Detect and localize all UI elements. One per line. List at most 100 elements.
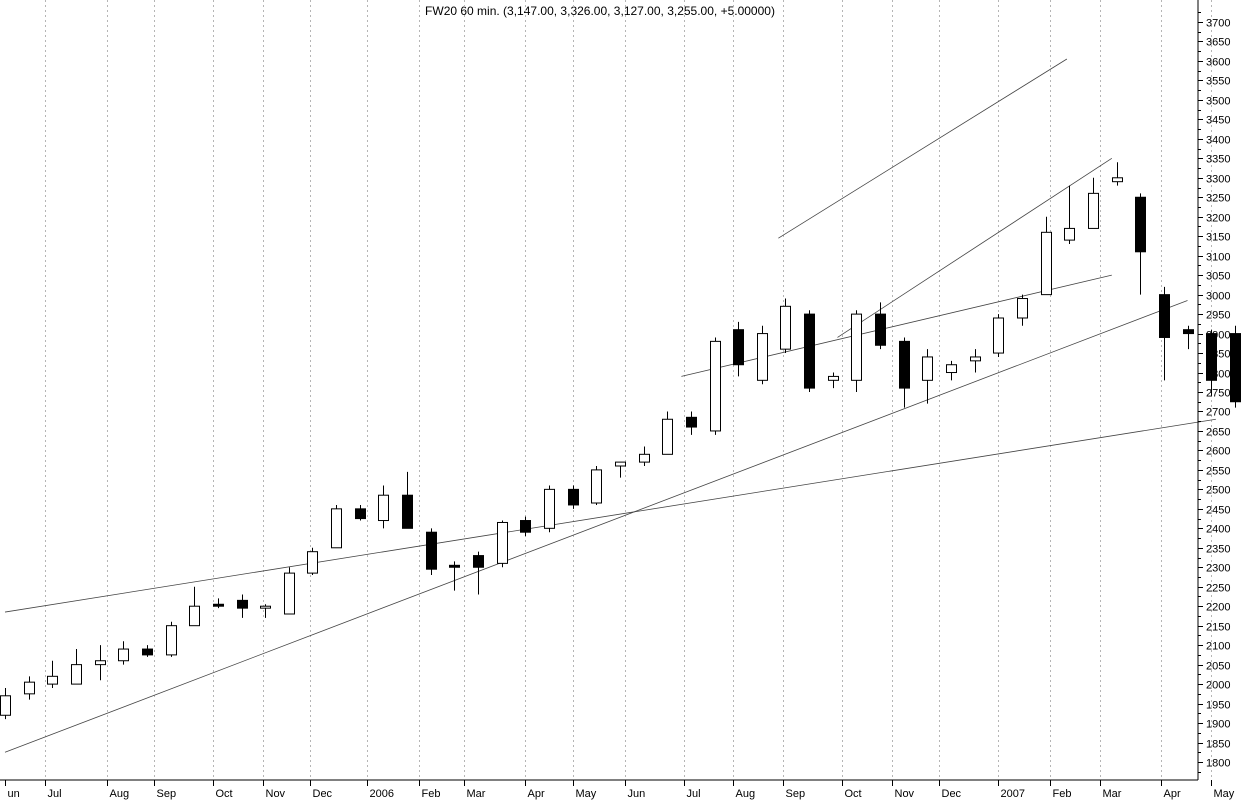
y-tick-label: 3400 (1206, 135, 1230, 147)
candle-body-up (47, 675, 58, 685)
y-tick-label: 2300 (1206, 563, 1230, 575)
candle-body-up (615, 461, 626, 467)
candles (0, 162, 1241, 720)
candle-body-up (780, 305, 791, 350)
y-tick-label: 3700 (1206, 18, 1230, 30)
candle-body-down (875, 313, 886, 346)
y-tick-label: 1900 (1206, 719, 1230, 731)
trendlines (4, 58, 1216, 753)
candle-body-up (946, 364, 957, 374)
trendline (681, 274, 1112, 377)
candle (166, 621, 177, 657)
y-tick-label: 2700 (1206, 407, 1230, 419)
y-tick-label: 2900 (1206, 330, 1230, 342)
chart-title: FW20 60 min. (3,147.00, 3,326.00, 3,127.… (425, 4, 775, 18)
y-tick-label: 2100 (1206, 641, 1230, 653)
candle (899, 337, 910, 408)
candle (213, 598, 224, 609)
candle-body-up (378, 494, 389, 522)
candle (47, 660, 58, 688)
candle-body-up (1088, 192, 1099, 229)
candle-body-down (213, 603, 224, 607)
candle-body-up (497, 521, 508, 564)
x-tick-label: Jun (628, 788, 646, 800)
x-tick-label: May (576, 788, 597, 800)
candle (757, 325, 768, 385)
candle (828, 372, 839, 389)
candle (1183, 325, 1194, 350)
candle (331, 504, 342, 549)
candle (71, 649, 82, 685)
candle (307, 547, 318, 576)
y-tick-label: 3500 (1206, 96, 1230, 108)
candle-body-up (24, 681, 35, 695)
candle-body-up (118, 648, 129, 662)
candle (497, 520, 508, 568)
y-tick-label: 2000 (1206, 680, 1230, 692)
candle (378, 485, 389, 529)
x-tick-label: Sep (157, 788, 177, 800)
candle (118, 641, 129, 665)
y-tick-label: 3050 (1206, 271, 1230, 283)
candle (426, 528, 437, 576)
candle (142, 645, 153, 657)
y-tick-label: 2650 (1206, 427, 1230, 439)
x-tick-label: 2007 (1001, 788, 1025, 800)
y-tick-label: 3550 (1206, 76, 1230, 88)
candle (922, 349, 933, 404)
candle-body-up (71, 664, 82, 685)
candle-body-up (331, 508, 342, 549)
y-tick-label: 2350 (1206, 544, 1230, 556)
candle (875, 302, 886, 350)
candle (1230, 325, 1241, 408)
x-tick-label: Sep (786, 788, 806, 800)
y-tick-label: 2800 (1206, 369, 1230, 381)
x-tick-label: Mar (467, 788, 486, 800)
y-tick-label: 2400 (1206, 524, 1230, 536)
candle-body-up (1112, 177, 1123, 183)
candle-body-up (828, 375, 839, 381)
candle-body-up (166, 625, 177, 656)
candle (639, 446, 650, 466)
x-tick-label: Aug (110, 788, 130, 800)
candle-body-down (426, 531, 437, 570)
y-tick-label: 1950 (1206, 700, 1230, 712)
candle-body-up (1017, 298, 1028, 319)
candle-body-down (1135, 196, 1146, 253)
candle (260, 604, 271, 618)
candle (449, 561, 460, 591)
x-tick-label: May (1214, 788, 1235, 800)
candle (686, 411, 697, 435)
trendline (778, 58, 1068, 239)
y-tick-label: 2200 (1206, 602, 1230, 614)
candle (237, 594, 248, 618)
candle-body-up (0, 695, 11, 716)
candle-body-down (520, 520, 531, 533)
candle (568, 485, 579, 509)
candle (851, 310, 862, 392)
candle-body-up (639, 453, 650, 463)
candle-body-up (260, 605, 271, 609)
x-tick-labels: un Jul Aug Sep Oct Nov Dec 2006 Feb Mar Apr May Jun J… (5, 780, 1235, 800)
candle (615, 461, 626, 478)
y-tick-label: 2850 (1206, 349, 1230, 361)
candle-body-down (686, 416, 697, 428)
candle (24, 676, 35, 700)
x-tick-label: Apr (528, 788, 545, 800)
y-tick-label: 2450 (1206, 505, 1230, 517)
x-tick-label: Mar (1103, 788, 1122, 800)
candle (1206, 329, 1217, 396)
candle (189, 586, 200, 627)
x-tick-label: un (8, 788, 20, 800)
candle (1017, 294, 1028, 326)
y-tick-labels: 1800 1850 1900 1950 2000 2050 2100 2150 2200 2250… (1198, 12, 1230, 773)
candle (284, 567, 295, 615)
y-tick-label: 3450 (1206, 115, 1230, 127)
x-tick-label: Dec (942, 788, 962, 800)
y-tick-label: 3200 (1206, 213, 1230, 225)
candle (520, 516, 531, 537)
y-tick-label: 2750 (1206, 388, 1230, 400)
candle-body-down (1183, 329, 1194, 335)
candle-body-up (189, 605, 200, 627)
